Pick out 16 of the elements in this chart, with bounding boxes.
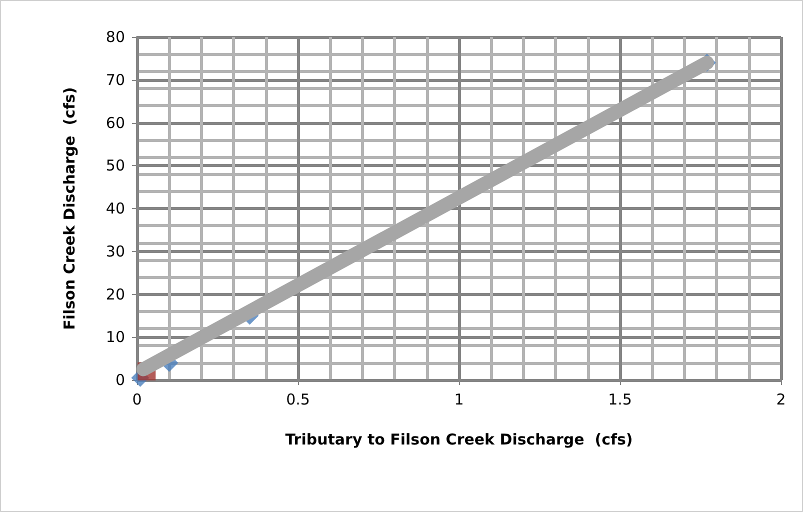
x-axis-title: Tributary to Filson Creek Discharge (cfs) (285, 430, 633, 448)
y-tick-label: 0 (115, 371, 125, 389)
y-axis-title: Filson Creek Discharge (cfs) (60, 87, 78, 330)
x-tick-label: 1 (454, 390, 464, 408)
x-tick-label: 2 (776, 390, 786, 408)
y-tick-label: 70 (106, 70, 125, 89)
y-tick-label: 80 (106, 28, 125, 46)
y-tick-label: 60 (106, 114, 125, 132)
x-tick-label: 1.5 (608, 390, 632, 408)
y-tick-label: 50 (106, 156, 125, 175)
y-tick-label: 10 (106, 328, 125, 346)
y-tick-label: 30 (106, 242, 125, 260)
x-tick-label: 0 (132, 390, 142, 408)
y-tick-label: 40 (106, 200, 125, 218)
x-tick-label: 0.5 (286, 390, 310, 408)
y-tick-label: 20 (106, 285, 125, 304)
